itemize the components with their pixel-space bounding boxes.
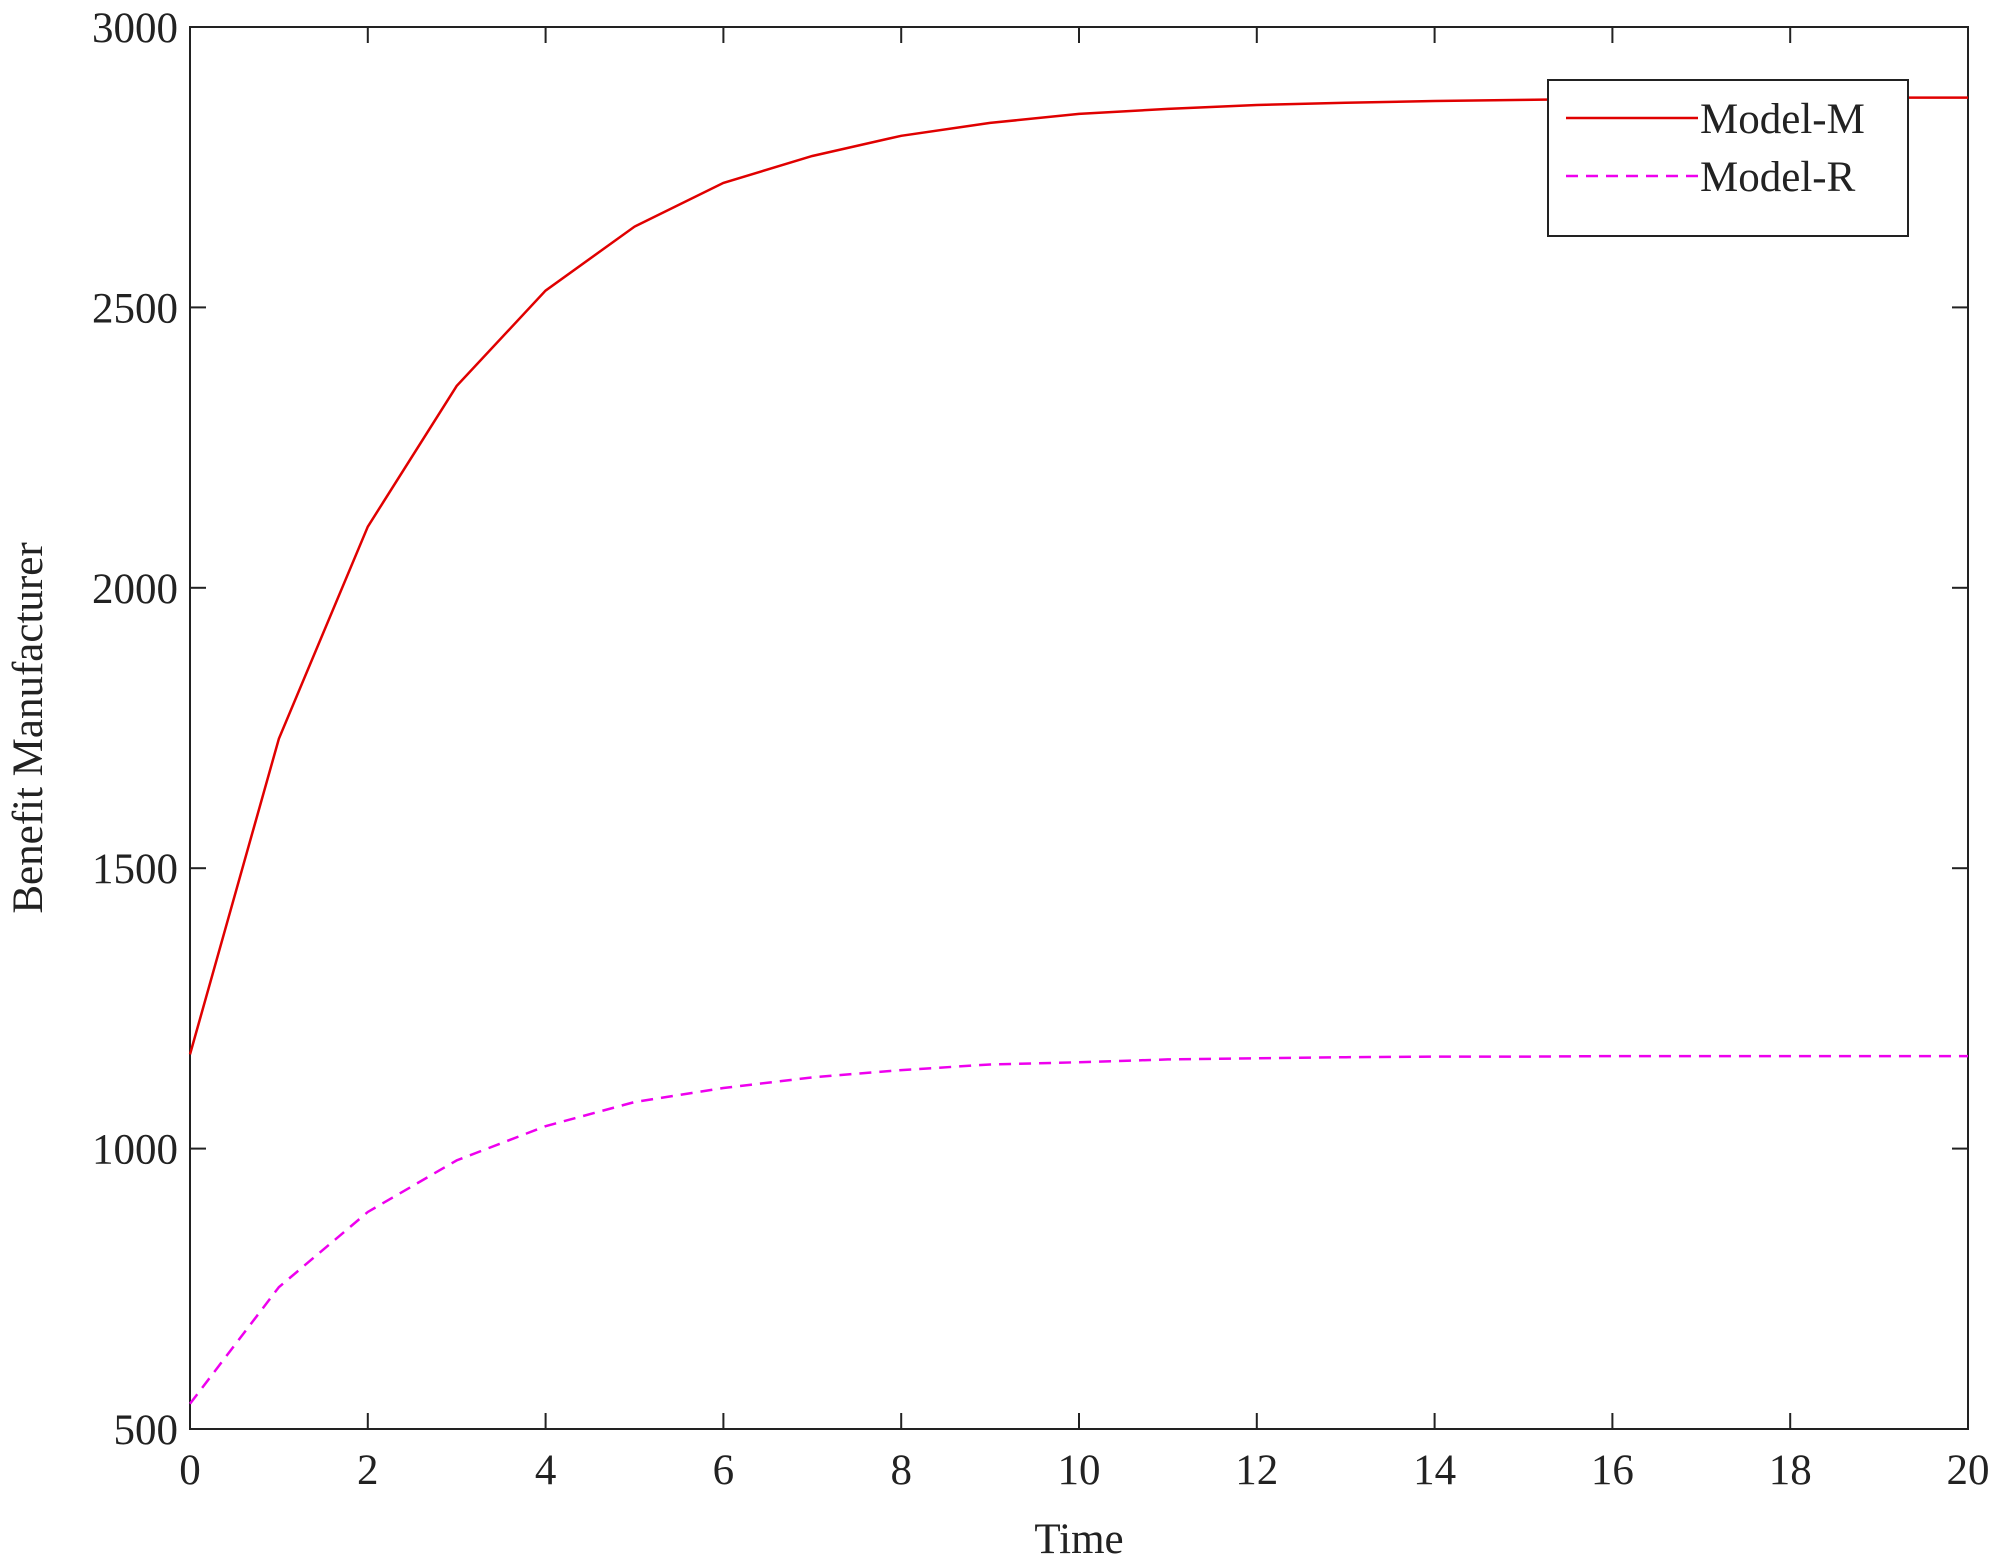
x-tick-label: 10: [1058, 1447, 1101, 1494]
x-tick-label: 8: [890, 1447, 912, 1494]
y-tick-label: 500: [114, 1407, 179, 1454]
y-tick-label: 3000: [92, 5, 178, 52]
x-tick-label: 20: [1947, 1447, 1990, 1494]
y-tick-label: 1000: [92, 1127, 178, 1174]
y-tick-label: 2000: [92, 566, 178, 613]
y-axis-label: Benefit Manufacturer: [5, 542, 52, 913]
x-tick-label: 4: [535, 1447, 557, 1494]
x-tick-label: 16: [1591, 1447, 1634, 1494]
x-tick-label: 2: [357, 1447, 379, 1494]
y-tick-label: 2500: [92, 285, 178, 332]
legend-label: Model-R: [1700, 154, 1856, 201]
x-tick-label: 12: [1235, 1447, 1278, 1494]
x-tick-label: 6: [713, 1447, 735, 1494]
x-tick-label: 18: [1769, 1447, 1812, 1494]
x-tick-label: 14: [1413, 1447, 1456, 1494]
plot-frame: [189, 26, 1969, 1430]
x-tick-label: 0: [179, 1447, 201, 1494]
legend-box: [1547, 79, 1909, 237]
y-tick-label: 1500: [92, 846, 178, 893]
x-axis-label: Time: [1034, 1516, 1123, 1563]
legend-label: Model-M: [1700, 96, 1865, 143]
